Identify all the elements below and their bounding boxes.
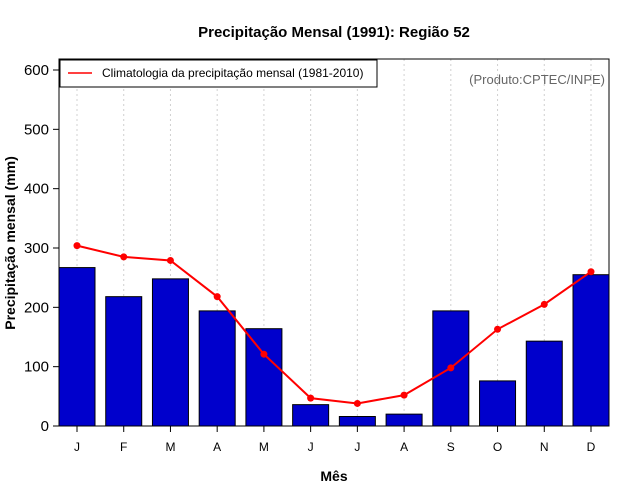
bar-3: [198, 310, 236, 427]
x-tick-label: J: [308, 440, 314, 454]
climatology-point-3: [213, 293, 221, 301]
chart-title: Precipitação Mensal (1991): Região 52: [198, 24, 470, 41]
x-tick-label: A: [400, 440, 408, 454]
legend: Climatologia da precipitação mensal (198…: [59, 59, 378, 88]
legend-box: [59, 59, 378, 88]
bar-10: [525, 340, 563, 427]
climatology-point-9: [494, 325, 502, 333]
bar-4: [245, 328, 283, 427]
bar-11: [572, 274, 610, 427]
y-tick-label: 500: [24, 121, 49, 138]
x-tick-label: S: [447, 440, 455, 454]
climatology-line-layer: [73, 242, 595, 407]
climatology-point-10: [540, 300, 548, 308]
climatology-line: [76, 244, 592, 405]
climatology-point-6: [353, 399, 361, 407]
plot-frame: [58, 58, 610, 427]
x-tick-label: M: [165, 440, 175, 454]
climatology-point-8: [447, 364, 455, 372]
legend-entry-climatology: Climatologia da precipitação mensal (198…: [102, 66, 363, 80]
x-tick-label: M: [259, 440, 269, 454]
credit-annotation: (Produto:CPTEC/INPE): [469, 72, 605, 87]
bar-2: [151, 278, 189, 427]
y-tick-label: 400: [24, 181, 49, 198]
bar-0: [58, 267, 96, 427]
x-axis-label: Mês: [320, 468, 347, 484]
x-tick-label: O: [493, 440, 502, 454]
bar-1: [105, 296, 143, 427]
climatology-point-4: [260, 350, 268, 358]
climatology-point-11: [587, 268, 595, 276]
climatology-point-7: [400, 391, 408, 399]
x-tick-label: D: [587, 440, 596, 454]
climatology-point-0: [73, 242, 81, 250]
climatology-point-1: [120, 253, 128, 261]
x-tick-label: A: [213, 440, 221, 454]
bar-7: [385, 413, 423, 427]
y-tick-label: 600: [24, 62, 49, 79]
bar-layer: [58, 267, 610, 427]
x-tick-label: F: [120, 440, 127, 454]
y-axis: 0 100 200 300 400 500 600: [24, 62, 59, 435]
bar-9: [479, 380, 517, 427]
y-tick-label: 200: [24, 299, 49, 316]
bar-6: [338, 416, 376, 427]
x-tick-label: J: [74, 440, 80, 454]
y-tick-label: 0: [41, 418, 49, 435]
y-axis-label: Precipitação mensal (mm): [2, 156, 18, 330]
x-tick-label: J: [354, 440, 360, 454]
y-tick-label: 300: [24, 240, 49, 257]
climatology-point-5: [307, 394, 315, 402]
x-tick-label: N: [540, 440, 549, 454]
climatology-point-2: [166, 256, 174, 264]
bar-5: [292, 404, 330, 427]
y-tick-label: 100: [24, 359, 49, 376]
